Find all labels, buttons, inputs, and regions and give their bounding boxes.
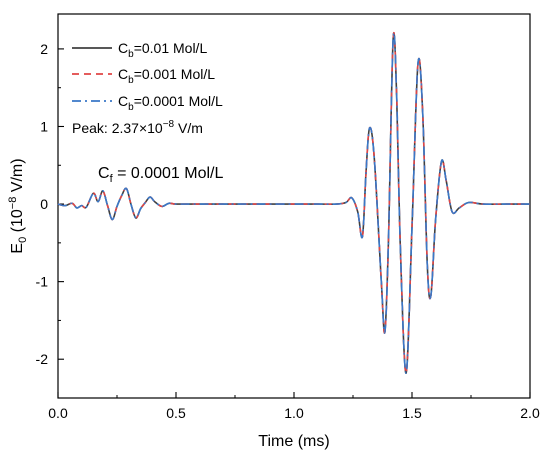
series-line-3 xyxy=(57,31,530,374)
y-axis-label: E0 (10−8 V/m) xyxy=(7,158,29,253)
legend-item-series-3: Cb=0.0001 Mol/L xyxy=(72,93,223,113)
x-axis-label: Time (ms) xyxy=(258,433,329,450)
legend-item-series-2: Cb=0.001 Mol/L xyxy=(72,66,215,86)
legend-label-series-3: Cb=0.0001 Mol/L xyxy=(118,93,223,113)
y-tick-label: -2 xyxy=(36,351,49,367)
legend-item-series-1: Cb=0.01 Mol/L xyxy=(72,40,207,60)
legend-label-series-2: Cb=0.001 Mol/L xyxy=(118,66,215,86)
y-tick-label: 2 xyxy=(40,41,48,57)
x-tick-label: 0.5 xyxy=(166,405,186,421)
y-tick-label: -1 xyxy=(36,274,49,290)
plot-frame xyxy=(57,13,531,399)
legend-label-series-1: Cb=0.01 Mol/L xyxy=(118,40,207,60)
x-tick-label: 2.0 xyxy=(520,405,540,421)
y-tick-label: 1 xyxy=(40,118,48,134)
x-tick-label: 1.0 xyxy=(284,405,304,421)
cf-annotation: Cf = 0.0001 Mol/L xyxy=(98,165,223,185)
x-tick-label: 1.5 xyxy=(402,405,422,421)
series-group xyxy=(57,31,530,374)
x-tick-label: 0.0 xyxy=(48,405,68,421)
peak-annotation: Peak: 2.37×10−8 V/m xyxy=(72,119,203,136)
axis-ticks: 0.0 0.5 1.0 1.5 2.0 -2 -1 0 1 2 xyxy=(36,41,540,421)
y-tick-label: 0 xyxy=(40,196,48,212)
legend: Cb=0.01 Mol/L Cb=0.001 Mol/L Cb=0.0001 M… xyxy=(72,40,223,113)
